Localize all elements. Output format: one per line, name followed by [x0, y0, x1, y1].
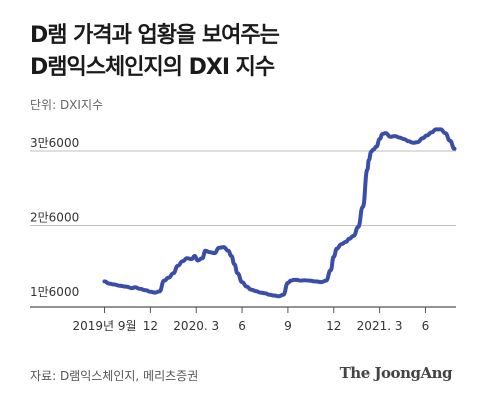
x-tick-label: 12 — [326, 319, 341, 333]
x-axis — [30, 306, 456, 313]
x-tick-label: 9 — [284, 319, 292, 333]
x-tick-label: 6 — [238, 319, 246, 333]
y-tick-labels: 1만6000 2만6000 3만6000 — [30, 136, 79, 299]
series-layer — [102, 127, 457, 299]
chart-title-line-2: D램익스체인지의 DXI 지수 — [30, 55, 275, 80]
brand-logo: The JoongAng — [339, 364, 453, 382]
grid-layer — [30, 150, 456, 226]
y-tick-label: 1만6000 — [30, 285, 79, 299]
x-tick-label: 2019년 9월 — [72, 319, 136, 333]
y-tick-label: 2만6000 — [30, 211, 79, 225]
x-tick-labels: 2019년 9월 12 2020. 3 6 9 12 2021. 3 6 — [72, 319, 429, 333]
unit-label: 단위: DXI지수 — [30, 98, 104, 112]
chart-title: D램 가격과 업황을 보여주는 D램익스체인지의 DXI 지수 — [30, 20, 280, 84]
x-tick-label: 2021. 3 — [357, 319, 403, 333]
chart-title-line-1: D램 가격과 업황을 보여주는 — [30, 23, 280, 48]
x-tick-label: 12 — [143, 319, 158, 333]
x-tick-label: 2020. 3 — [173, 319, 219, 333]
y-tick-label: 3만6000 — [30, 136, 79, 150]
source-note: 자료: D램익스체인지, 메리츠증권 — [30, 369, 199, 383]
dxi-series-line — [102, 127, 457, 299]
x-tick-label: 6 — [422, 319, 430, 333]
